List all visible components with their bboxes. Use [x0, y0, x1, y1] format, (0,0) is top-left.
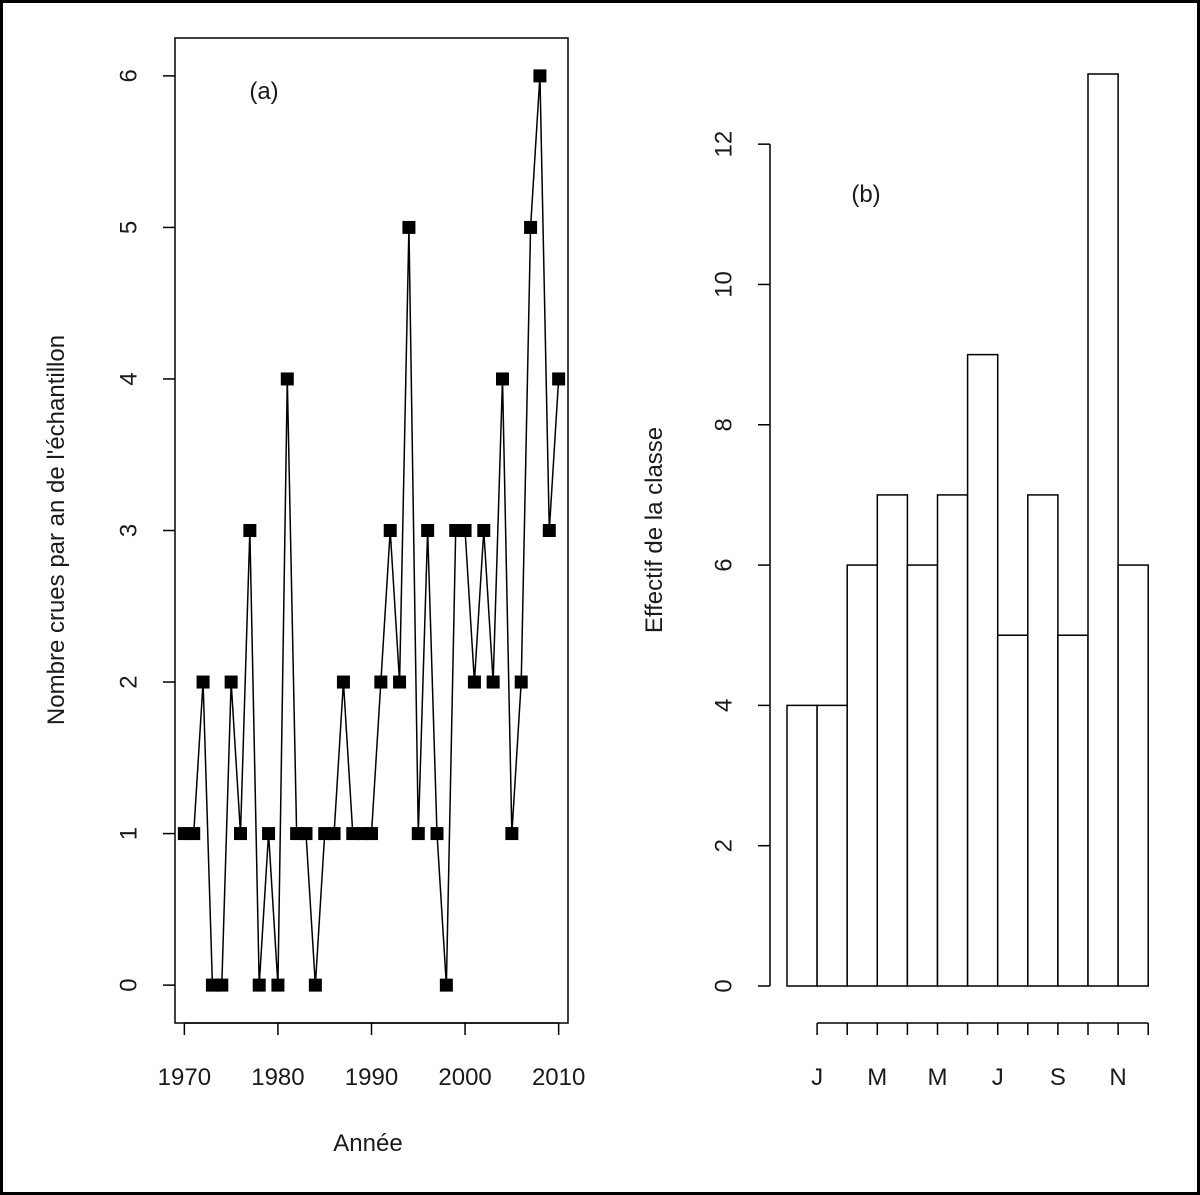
panel-a-line-chart: (a) Année Nombre crues par an de l'échan… [43, 37, 586, 1157]
panel-a-data-point [514, 675, 528, 689]
panel-a-data-point [215, 978, 229, 992]
panel-b-bar [786, 704, 818, 987]
panel-b-bars [786, 73, 1149, 987]
panel-a-axes: 0 1 2 3 4 5 6 1970 1980 1990 2000 2010 [116, 69, 586, 1091]
panel-b-bar [1057, 634, 1089, 987]
panel-a-data-point [280, 372, 294, 386]
panel-b-y-axis-title: Effectif de la classe [641, 427, 668, 633]
panel-a-data-point [542, 524, 556, 537]
panel-b-bar [936, 494, 969, 987]
panel-a-x-tick-label: 2000 [438, 1064, 491, 1091]
panel-a-data-point [477, 524, 491, 537]
panel-b-bar [1027, 494, 1059, 987]
panel-b-x-tick-label: M [867, 1064, 887, 1091]
panel-a-series [177, 69, 566, 992]
panel-a-data-point [402, 220, 416, 234]
panel-a-data-point [271, 978, 285, 992]
panel-a-data-point [393, 675, 407, 689]
panel-b-bar [906, 564, 939, 987]
panel-a-x-tick-label: 2010 [532, 1064, 585, 1091]
panel-a-x-tick-label: 1970 [158, 1064, 211, 1091]
panel-a-y-tick-label: 1 [116, 827, 143, 840]
panel-a-data-point [196, 675, 210, 689]
panel-b-bar [966, 353, 999, 987]
panel-b-x-tick-label: N [1109, 1064, 1126, 1091]
panel-a-data-point [262, 827, 276, 841]
panel-a-data-point [411, 827, 425, 841]
panel-a-data-point [308, 978, 322, 992]
panel-a-data-point [524, 220, 538, 234]
panel-b-bar [1087, 73, 1119, 987]
panel-b-bar [876, 494, 909, 987]
panel-a-data-point [187, 827, 201, 841]
panel-b-axes: 0 2 4 6 8 10 12 J M M J S N [711, 131, 1149, 1091]
panel-b-y-tick-label: 2 [711, 839, 738, 852]
panel-a-y-tick-label: 3 [116, 524, 143, 537]
panel-b-x-tick-label: J [992, 1064, 1004, 1091]
panel-b-bar [846, 564, 879, 987]
panel-b-y-tick-label: 10 [711, 271, 738, 298]
panel-a-data-point [224, 675, 238, 689]
panel-a-data-point [299, 827, 313, 841]
panel-a-data-point [243, 524, 257, 537]
panel-a-data-point [552, 372, 566, 386]
panel-a-x-tick-label: 1990 [345, 1064, 398, 1091]
panel-a-y-tick-label: 4 [116, 372, 143, 385]
panel-a-y-tick-label: 6 [116, 69, 143, 82]
panel-b-y-tick-label: 4 [711, 699, 738, 712]
panel-b-y-tick-label: 6 [711, 558, 738, 571]
panel-b-x-tick-label: J [811, 1064, 823, 1091]
panel-a-data-point [336, 675, 350, 689]
panel-b-x-tick-label: S [1050, 1064, 1066, 1091]
panel-a-y-tick-label: 5 [116, 221, 143, 234]
panel-a-y-tick-label: 0 [116, 978, 143, 991]
panel-a-data-point [505, 827, 519, 841]
panel-b-bar [1117, 564, 1149, 987]
panel-b-bar [996, 634, 1029, 987]
panel-a-data-point [327, 827, 341, 841]
panel-a-data-point [467, 675, 481, 689]
panel-b-y-tick-label: 12 [711, 131, 738, 158]
panel-a-x-tick-label: 1980 [251, 1064, 304, 1091]
panel-a-data-point [533, 69, 547, 83]
panel-a-data-point [374, 675, 388, 689]
panel-a-y-tick-label: 2 [116, 675, 143, 688]
panel-b-bar [816, 704, 848, 987]
panel-a-data-point [458, 524, 472, 537]
panel-a-data-point [252, 978, 266, 992]
panel-b-x-tick-label: M [928, 1064, 948, 1091]
panel-a-data-point [439, 978, 453, 992]
panel-b-bar-chart: (b) Effectif de la classe 0 2 4 6 8 10 12 J M M J S… [641, 73, 1149, 1091]
panel-a-data-point [383, 524, 397, 537]
panel-a-x-axis-title: Année [333, 1130, 402, 1157]
panel-a-data-point [365, 827, 378, 841]
panel-b-y-tick-label: 0 [711, 979, 738, 992]
panel-a-data-point [421, 524, 435, 537]
panel-a-data-point [430, 827, 444, 841]
panel-a-y-axis-title: Nombre crues par an de l'échantillon [43, 335, 70, 725]
panel-a-data-point [234, 827, 247, 841]
panel-a-data-point [496, 372, 509, 386]
panel-a-data-point [486, 675, 500, 689]
panel-a-tag: (a) [249, 78, 278, 105]
panel-b-tag: (b) [851, 181, 880, 208]
panel-b-y-tick-label: 8 [711, 418, 738, 431]
